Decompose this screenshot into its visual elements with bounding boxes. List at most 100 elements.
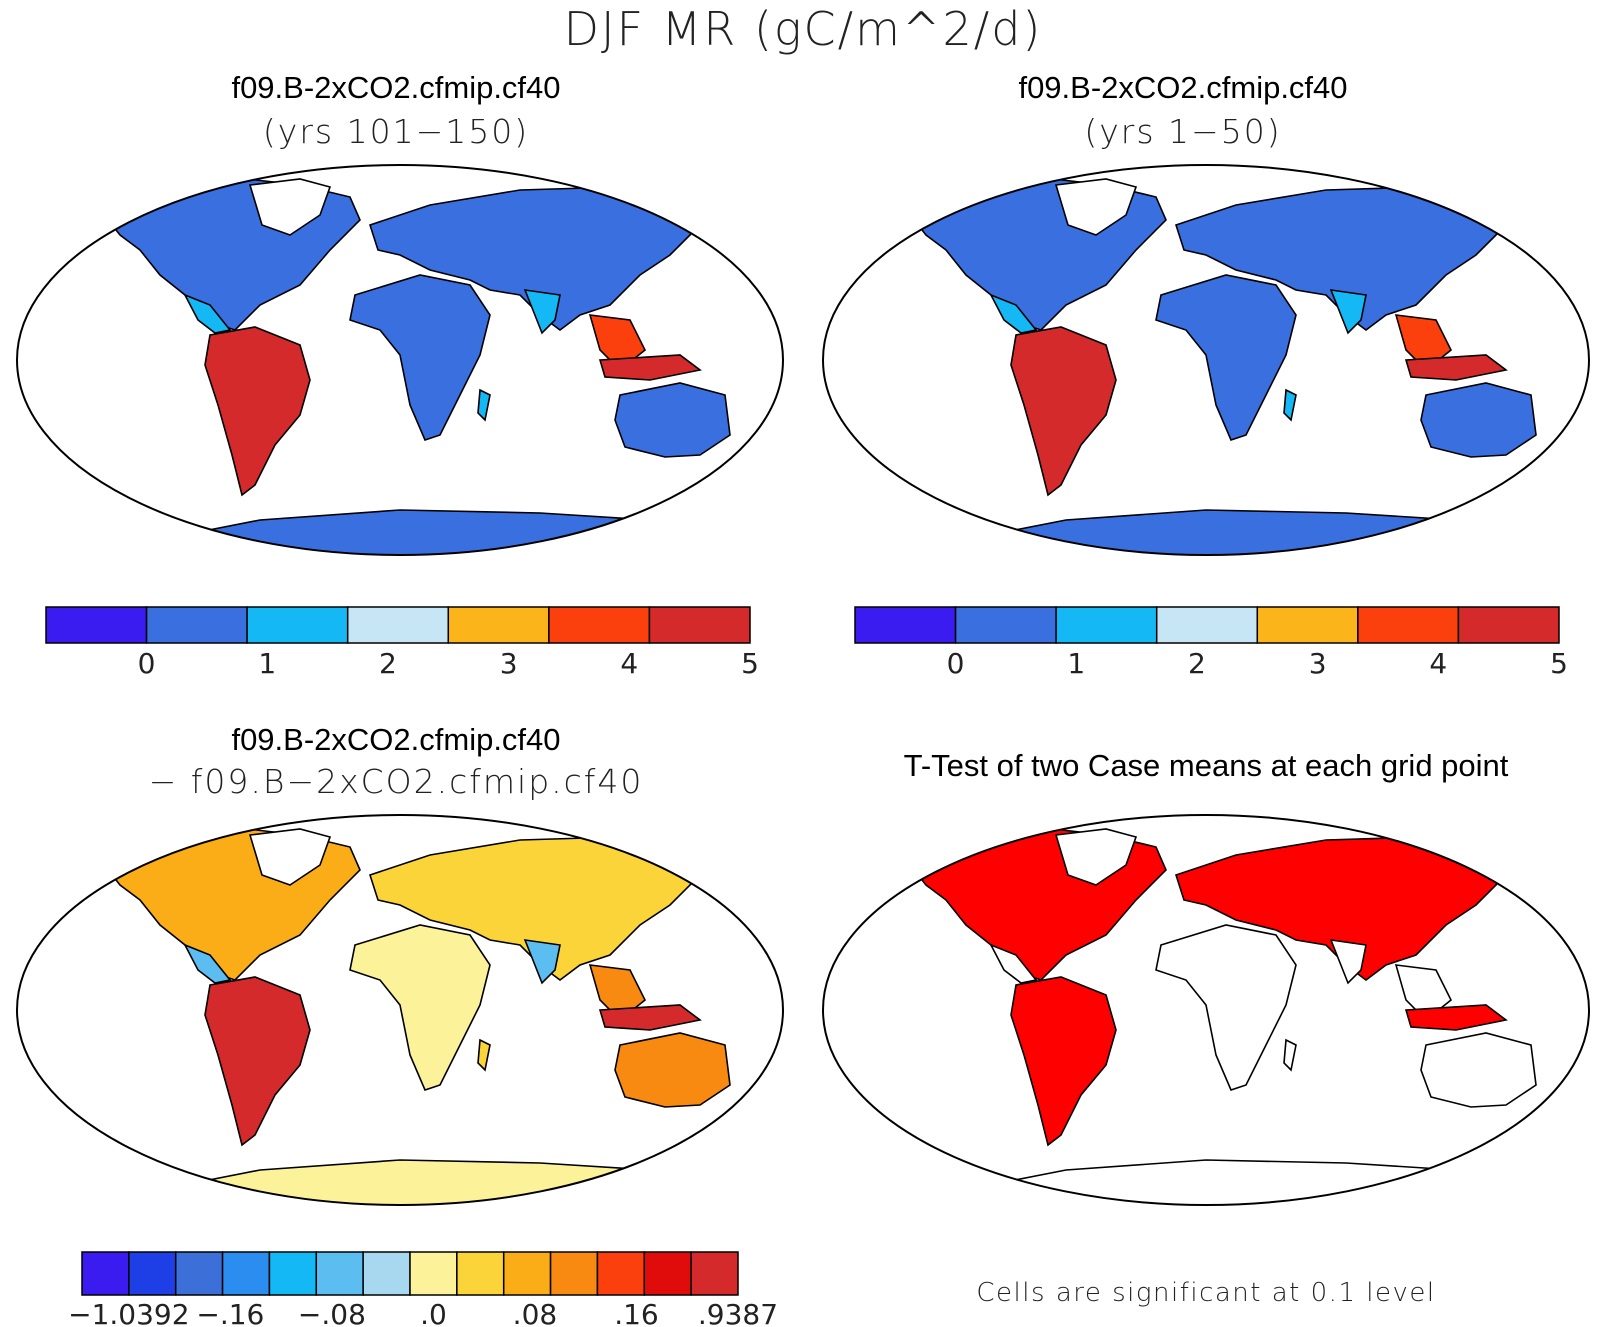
map-frame	[822, 164, 1590, 556]
land-southAmerica	[1010, 976, 1117, 1147]
colorbar-swatch	[854, 606, 957, 644]
land-centralAmerica	[989, 293, 1038, 334]
colorbar-tick-label: .16	[614, 1298, 659, 1327]
map-land-layer	[93, 176, 731, 555]
land-greenland	[248, 178, 332, 236]
colorbar-tick-label: 0	[947, 647, 965, 680]
colorbar-tick-label: 0	[138, 647, 156, 680]
land-africa	[1155, 274, 1297, 441]
land-africa	[349, 274, 491, 441]
map-frame	[16, 164, 784, 556]
colorbar-tick-label: .08	[513, 1298, 558, 1327]
land-indonesia	[1404, 354, 1508, 381]
colorbar-swatch	[128, 1251, 177, 1296]
colorbar-swatch	[145, 606, 248, 644]
colorbar-swatch	[45, 606, 148, 644]
land-india	[523, 289, 561, 335]
colorbar-tick-label: 3	[500, 647, 518, 680]
land-india	[1329, 939, 1367, 985]
colorbar-swatch	[1055, 606, 1158, 644]
colorbar-tick-label: 1	[1067, 647, 1085, 680]
land-antarctica	[156, 509, 723, 555]
land-indonesia	[598, 354, 702, 381]
colorbar-tick-label: −.08	[298, 1298, 366, 1327]
colorbar-tick-label: 5	[1550, 647, 1568, 680]
colorbar-tick-label: 4	[620, 647, 638, 680]
land-greenland	[248, 828, 332, 886]
colorbar-tick-label: 2	[1188, 647, 1206, 680]
map-land-layer	[899, 826, 1537, 1205]
land-centralAmerica	[183, 943, 232, 984]
colorbar-tick-label: 3	[1309, 647, 1327, 680]
figure-title: DJF MR (gC/m^2/d)	[563, 2, 1043, 56]
land-australia	[614, 382, 731, 458]
land-madagascar	[477, 388, 491, 422]
colorbar-swatch	[456, 1251, 505, 1296]
colorbar-swatch	[315, 1251, 364, 1296]
land-southAmerica	[204, 326, 311, 497]
colorbar-swatch	[596, 1251, 646, 1296]
map-land-layer	[899, 176, 1537, 555]
panel-2-title: f09.B-2xCO2.cfmip.cf40	[1018, 70, 1348, 105]
colorbar-swatch	[549, 1251, 599, 1296]
colorbar-swatch	[1457, 606, 1560, 644]
land-australia	[1420, 382, 1537, 458]
panel-4-title: T-Test of two Case means at each grid po…	[903, 748, 1509, 783]
colorbar-swatch	[246, 606, 349, 644]
colorbar-swatch	[346, 606, 450, 644]
land-africa	[349, 924, 491, 1091]
land-africa	[1155, 924, 1297, 1091]
colorbar-swatch	[954, 606, 1057, 644]
land-madagascar	[477, 1038, 491, 1072]
panel-3-subtitle: − f09.B−2xCO2.cfmip.cf40	[148, 762, 644, 801]
panel-2-map	[822, 164, 1590, 556]
land-india	[523, 939, 561, 985]
land-centralAmerica	[183, 293, 232, 334]
land-madagascar	[1283, 388, 1297, 422]
panel-1-colorbar: 0 1 2 3 4 5	[45, 606, 759, 680]
colorbar-swatch	[362, 1251, 411, 1296]
land-greenland	[1054, 178, 1138, 236]
colorbar-swatch	[81, 1251, 130, 1296]
colorbar-swatch	[548, 606, 651, 644]
land-greenland	[1054, 828, 1138, 886]
panel-3-colorbar: −1.0392 −.16 −.08 .0 .08 .16 .9387	[68, 1251, 778, 1327]
colorbar-tick-label: 5	[741, 647, 759, 680]
colorbar-tick-label: 4	[1429, 647, 1447, 680]
colorbar-swatch	[409, 1251, 458, 1296]
colorbar-swatch	[648, 606, 751, 644]
land-southAmerica	[204, 976, 311, 1147]
land-centralAmerica	[989, 943, 1038, 984]
panel-1-title: f09.B-2xCO2.cfmip.cf40	[231, 70, 561, 105]
colorbar-tick-label: 1	[258, 647, 276, 680]
land-india	[1329, 289, 1367, 335]
colorbar-swatch	[1256, 606, 1359, 644]
map-frame	[16, 814, 784, 1206]
land-southAmerica	[1010, 326, 1117, 497]
land-indonesia	[598, 1004, 702, 1031]
panel-4-map	[822, 814, 1590, 1206]
land-indonesia	[1404, 1004, 1508, 1031]
land-madagascar	[1283, 1038, 1297, 1072]
colorbar-swatch	[268, 1251, 318, 1296]
colorbar-tick-label: −.16	[196, 1298, 264, 1327]
colorbar-tick-label: .0	[420, 1298, 447, 1327]
colorbar-swatch	[221, 1251, 271, 1296]
colorbar-tick-label: −1.0392	[68, 1298, 189, 1327]
panel-3-map	[16, 814, 784, 1206]
colorbar-swatch	[1155, 606, 1259, 644]
colorbar-swatch	[690, 1251, 739, 1296]
panel-2-colorbar: 0 1 2 3 4 5	[854, 606, 1568, 680]
panel-3-title: f09.B-2xCO2.cfmip.cf40	[231, 722, 561, 757]
colorbar-swatch	[174, 1251, 224, 1296]
colorbar-tick-label: .9387	[698, 1298, 778, 1327]
colorbar-swatch	[643, 1251, 692, 1296]
colorbar-swatch	[1357, 606, 1460, 644]
panel-4-significance-note: Cells are significant at 0.1 level	[976, 1278, 1436, 1308]
panel-1-subtitle: (yrs 101−150)	[262, 112, 530, 151]
land-australia	[1420, 1032, 1537, 1108]
panel-1-map	[16, 164, 784, 556]
panel-2-subtitle: (yrs 1−50)	[1084, 112, 1282, 151]
land-antarctica	[156, 1159, 723, 1205]
land-antarctica	[962, 1159, 1529, 1205]
